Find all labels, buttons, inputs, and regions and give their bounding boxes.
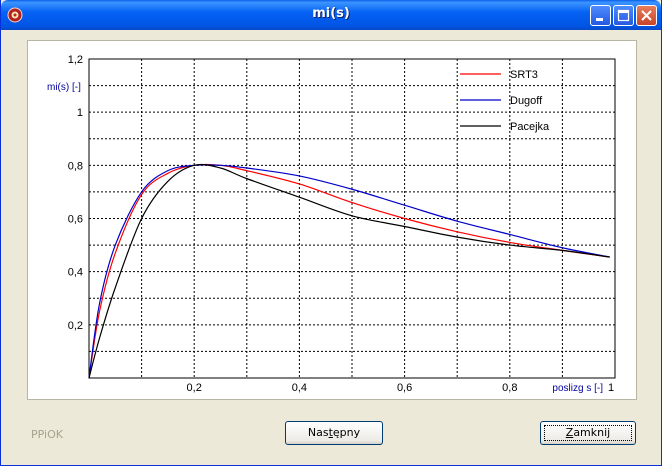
chart-panel: 0,2 0,4 0,6 0,8 1 0,2 0,4 0,6 0,8 1 1,2 SRT3 Dugoff…	[27, 40, 637, 400]
app-icon[interactable]	[7, 7, 23, 23]
x-tick-label: 0,8	[502, 382, 517, 394]
next-button-label: Następny	[307, 426, 361, 439]
legend-label-dugoff: Dugoff	[510, 95, 543, 107]
series-line-pacejka	[88, 163, 610, 379]
y-tick-label: 1,2	[68, 54, 83, 66]
y-axis-label: mi(s) [-]	[47, 82, 81, 93]
minimize-icon	[596, 18, 603, 21]
x-axis-label: poslizg s [-]	[552, 383, 603, 394]
close-button[interactable]: Zamknij	[540, 421, 636, 445]
close-window-button[interactable]	[636, 5, 657, 26]
minimize-button[interactable]	[590, 5, 611, 26]
status-label: PPiOK	[31, 428, 63, 441]
x-tick-label: 1	[608, 382, 614, 394]
title-bar[interactable]: mi(s)	[1, 0, 661, 30]
legend-label-srt3: SRT3	[510, 69, 538, 81]
chart-series	[88, 163, 610, 379]
x-tick-label: 0,2	[187, 382, 202, 394]
plot-frame	[88, 58, 616, 379]
chart-legend: SRT3 Dugoff Pacejka	[460, 69, 550, 133]
series-line-srt3	[88, 163, 610, 379]
maximize-button[interactable]	[613, 5, 634, 26]
mi-chart: 0,2 0,4 0,6 0,8 1 0,2 0,4 0,6 0,8 1 1,2 SRT3 Dugoff…	[47, 54, 616, 394]
next-button[interactable]: Następny	[285, 421, 383, 445]
focus-rect	[544, 425, 632, 441]
y-tick-label: 0,2	[68, 320, 83, 332]
y-tick-label: 0,4	[68, 267, 83, 279]
close-icon	[641, 10, 652, 21]
chart-axis-labels: mi(s) [-] poslizg s [-]	[47, 82, 603, 394]
close-button-label: Zamknij	[565, 426, 611, 439]
y-tick-label: 0,8	[68, 160, 83, 172]
series-line-dugoff	[88, 164, 610, 379]
x-tick-label: 0,4	[292, 382, 307, 394]
legend-label-pacejka: Pacejka	[510, 121, 550, 133]
x-tick-label: 0,6	[397, 382, 412, 394]
chart-axes	[88, 58, 616, 379]
chart-tick-labels: 0,2 0,4 0,6 0,8 1 0,2 0,4 0,6 0,8 1 1,2	[68, 54, 614, 394]
y-tick-label: 0,6	[68, 214, 83, 226]
window-title: mi(s)	[312, 6, 350, 21]
y-tick-label: 1	[77, 107, 83, 119]
chart-grid	[89, 59, 615, 378]
maximize-icon	[617, 9, 630, 22]
